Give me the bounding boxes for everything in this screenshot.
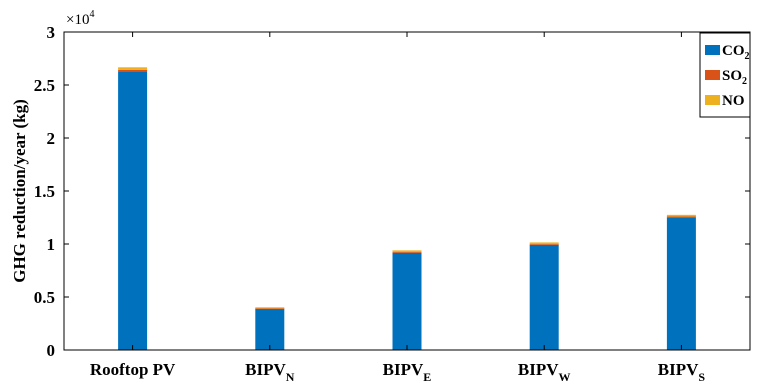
bar-no-0 [118, 67, 148, 70]
legend-swatch-co2 [705, 45, 720, 55]
y-axis-label: GHG reduction/year (kg) [10, 99, 29, 283]
legend-swatch-no [705, 95, 720, 105]
legend: CO2 SO2 NO [699, 32, 751, 118]
x-tick-label: BIPVE [383, 360, 432, 384]
bar-no-2 [392, 250, 422, 253]
legend-label-no: NO [722, 93, 745, 109]
y-tick-label: 2.5 [34, 76, 55, 95]
y-tick-label: 0 [47, 341, 56, 360]
y-exponent-label: ×104 [66, 9, 94, 28]
bar-co2-2 [392, 252, 422, 350]
y-tick-label: 2 [47, 129, 56, 148]
legend-label-so2: SO2 [722, 68, 747, 87]
y-tick-label: 3 [47, 23, 56, 42]
bar-so2-2 [392, 252, 422, 253]
bar-co2-1 [255, 308, 285, 350]
y-tick-label: 1.5 [34, 182, 55, 201]
bar-so2-0 [118, 69, 148, 72]
x-tick-label: BIPVW [518, 360, 571, 384]
bars-layer [118, 67, 696, 350]
bar-co2-4 [666, 217, 696, 350]
legend-label-co2: CO2 [722, 43, 750, 62]
x-tick-label: BIPVN [245, 360, 295, 384]
bar-co2-0 [118, 71, 148, 350]
x-tick-label: BIPVS [658, 360, 706, 384]
bar-no-1 [255, 307, 285, 309]
labels-layer: 0 0.5 1 1.5 2 2.5 3 Rooftop PV BIPVN BIPVE BIPVW BI… [10, 9, 705, 384]
legend-swatch-so2 [705, 70, 720, 80]
y-tick-label: 0.5 [34, 288, 55, 307]
bar-co2-3 [529, 244, 559, 350]
bar-so2-3 [529, 244, 559, 245]
bar-no-4 [666, 214, 696, 217]
x-tick-label: Rooftop PV [90, 360, 176, 379]
bar-so2-4 [666, 216, 696, 218]
bar-so2-1 [255, 308, 285, 310]
bar-no-3 [529, 242, 559, 245]
y-tick-label: 1 [47, 235, 56, 254]
